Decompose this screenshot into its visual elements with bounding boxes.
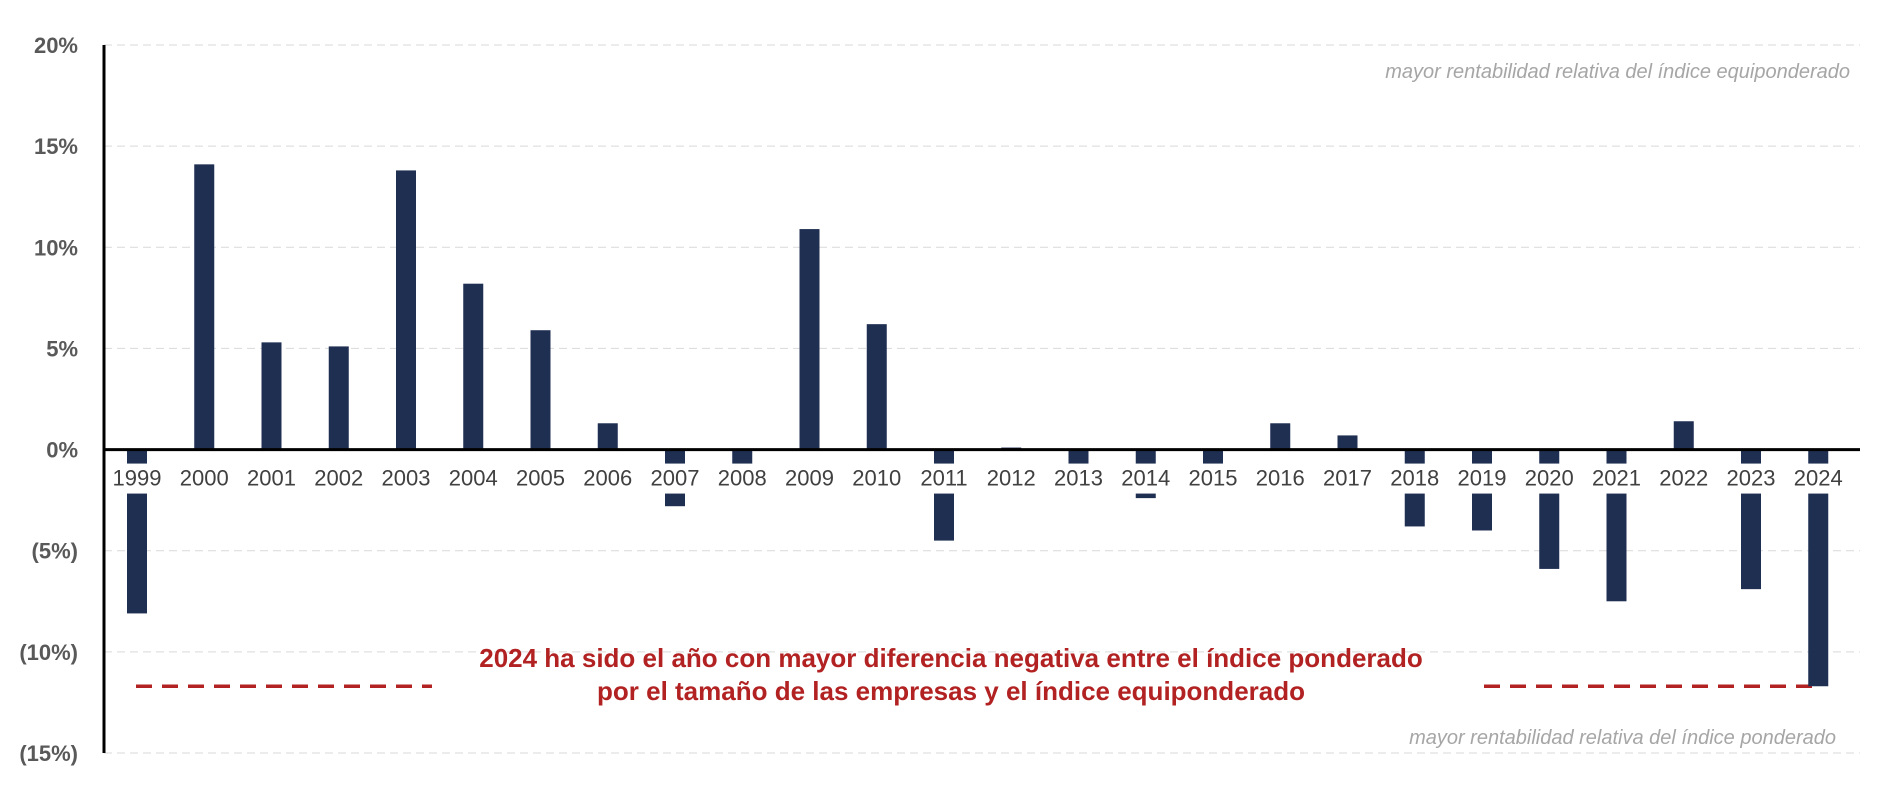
x-tick-label: 2023 xyxy=(1727,466,1776,491)
x-tick-label: 2007 xyxy=(651,466,700,491)
bar xyxy=(1135,449,1156,464)
x-tick-label: 2021 xyxy=(1592,466,1641,491)
top-region-note: mayor rentabilidad relativa del índice e… xyxy=(1385,61,1850,83)
bars xyxy=(127,164,1829,687)
x-tick-label: 1999 xyxy=(113,466,162,491)
x-tick-label: 2011 xyxy=(920,466,967,491)
bar-lower-segment xyxy=(1741,493,1761,590)
x-tick-label: 2003 xyxy=(382,466,431,491)
y-tick-label: (10%) xyxy=(19,640,78,665)
x-tick-label: 2010 xyxy=(852,466,901,491)
bar xyxy=(396,170,416,450)
bar xyxy=(194,164,215,450)
bar xyxy=(1808,449,1829,464)
x-tick-label: 2013 xyxy=(1054,466,1103,491)
bar xyxy=(732,449,753,464)
x-tick-label: 2015 xyxy=(1189,466,1238,491)
bar xyxy=(1673,421,1694,450)
bar xyxy=(866,324,887,450)
bar xyxy=(597,423,618,450)
bar xyxy=(328,346,349,450)
x-tick-label: 2000 xyxy=(180,466,229,491)
x-tick-label: 2005 xyxy=(516,466,565,491)
x-tick-label: 2018 xyxy=(1390,466,1439,491)
bar-lower-segment xyxy=(1539,493,1560,569)
x-tick-label: 2020 xyxy=(1525,466,1574,491)
bar-lower-segment xyxy=(127,493,147,614)
bar-lower-segment xyxy=(1472,493,1492,531)
x-tick-label: 2001 xyxy=(247,466,296,491)
x-tick-label: 2012 xyxy=(987,466,1036,491)
bottom-region-note: mayor rentabilidad relativa del índice p… xyxy=(1409,727,1836,749)
bar xyxy=(934,449,954,464)
axes xyxy=(102,45,1860,753)
bar-lower-segment xyxy=(934,493,954,541)
bar-lower-segment xyxy=(1135,493,1156,499)
bar-lower-segment xyxy=(1808,493,1829,687)
x-tick-label: 2014 xyxy=(1121,466,1170,491)
bar xyxy=(1068,449,1089,464)
callout-line-1: 2024 ha sido el año con mayor diferencia… xyxy=(479,643,1423,673)
bar xyxy=(261,342,282,450)
bar xyxy=(1741,449,1761,464)
x-tick-label: 2008 xyxy=(718,466,767,491)
y-tick-label: (5%) xyxy=(32,539,78,564)
x-tick-label: 2017 xyxy=(1323,466,1372,491)
x-tick-label: 2022 xyxy=(1659,466,1708,491)
callout-line-2: por el tamaño de las empresas y el índic… xyxy=(597,676,1305,706)
bar xyxy=(799,229,820,450)
y-tick-label: (15%) xyxy=(19,741,78,766)
x-axis-ticks: 1999 2000 2001 2002 2003 2004 2005 2006 2007 2008… xyxy=(113,466,1843,491)
bar xyxy=(1404,449,1425,464)
bar xyxy=(1270,423,1291,450)
bar xyxy=(1203,449,1223,464)
x-tick-label: 2006 xyxy=(583,466,632,491)
x-tick-label: 2024 xyxy=(1794,466,1843,491)
y-tick-label: 0% xyxy=(46,438,78,463)
y-tick-label: 10% xyxy=(34,235,78,260)
bar xyxy=(665,449,685,464)
bar xyxy=(530,330,551,450)
x-tick-label: 2004 xyxy=(449,466,498,491)
x-tick-label: 2019 xyxy=(1458,466,1507,491)
y-tick-label: 15% xyxy=(34,134,78,159)
y-tick-label: 20% xyxy=(34,33,78,58)
x-tick-label: 2009 xyxy=(785,466,834,491)
y-tick-label: 5% xyxy=(46,336,78,361)
bar xyxy=(1606,449,1627,464)
bar-lower-segment xyxy=(1606,493,1627,602)
bar xyxy=(127,449,147,464)
x-tick-label: 2016 xyxy=(1256,466,1305,491)
bar xyxy=(463,283,484,450)
x-tick-label: 2002 xyxy=(314,466,363,491)
bar-lower-segment xyxy=(665,493,685,507)
y-axis-ticks: 20% 15% 10% 5% 0% (5%) (10%) (15%) xyxy=(19,33,78,766)
bar-lower-segment xyxy=(1404,493,1425,527)
bar xyxy=(1539,449,1560,464)
bar xyxy=(1472,449,1492,464)
bar xyxy=(1337,435,1358,450)
